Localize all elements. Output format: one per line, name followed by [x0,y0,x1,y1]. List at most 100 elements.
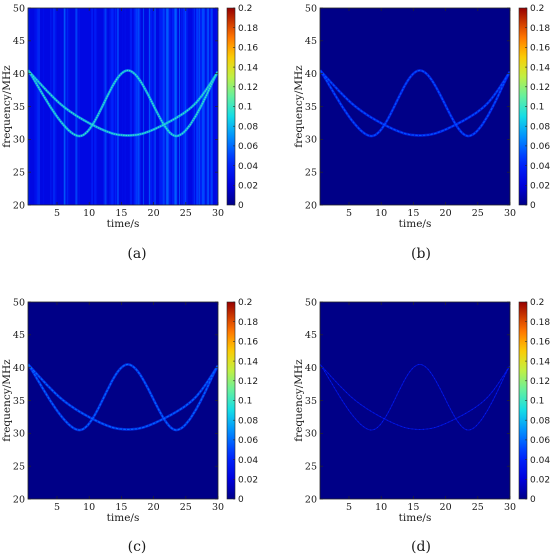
colorbar-tick-label: 0.14 [238,63,258,73]
noise-streak [150,8,153,205]
y-tick-label: 25 [305,461,317,472]
x-tick-label: 15 [115,208,127,219]
noise-streak [180,8,184,205]
noise-streak [34,8,37,205]
x-tick-label: 20 [440,208,452,219]
noise-streak [159,8,162,205]
noise-streak [106,8,108,205]
x-tick-label: 20 [148,502,160,513]
y-tick-label: 30 [13,135,25,146]
noise-streak [161,8,163,205]
colorbar-tick-label: 0.06 [530,142,550,152]
noise-streak [137,8,140,205]
y-tick-label: 45 [305,330,317,341]
y-tick-label: 45 [13,330,25,341]
noise-streak [165,8,167,205]
colorbar-tick-label: 0.08 [238,416,258,426]
chart-panel-c: 20 25 30 35 40 45 50 5 10 15 20 25 30 time/s frequency… [1,297,258,555]
x-tick-label: 30 [212,208,224,219]
noise-streak [115,8,117,205]
noise-streak [133,8,137,205]
colorbar-tick-label: 0.04 [238,456,258,466]
noise-streak [103,8,105,205]
noise-streak [196,8,198,205]
colorbar-tick-label: 0.04 [238,162,258,172]
noise-streak [121,8,123,205]
colorbar-tick-label: 0.06 [238,436,258,446]
colorbar-tick-label: 0 [238,495,244,505]
noise-streak [142,8,145,205]
x-tick-label: 30 [504,502,516,513]
x-tick-label: 5 [54,502,60,513]
colorbar-tick-label: 0.18 [530,24,550,34]
noise-streak [172,8,174,205]
noise-streak [129,8,133,205]
x-axis-label: time/s [399,218,432,230]
noise-streak [65,8,68,205]
noise-streak [112,8,115,205]
ridge-line-1 [320,364,510,430]
colorbar-tick-label: 0.02 [238,476,258,486]
ridge-line-0 [320,69,510,137]
x-tick-label: 10 [375,208,387,219]
y-tick-label: 30 [305,135,317,146]
colorbar-tick-label: 0.02 [238,182,258,192]
noise-streak [122,8,124,205]
noise-streak [180,8,182,205]
x-tick-label: 5 [346,502,352,513]
x-tick-label: 20 [148,208,160,219]
noise-streak [38,8,40,205]
colorbar-tick-label: 0.2 [530,4,544,14]
colorbar-tick-label: 0.08 [530,122,550,132]
noise-streak [210,8,213,205]
colorbar-tick-label: 0.04 [530,162,550,172]
y-tick-label: 20 [13,494,25,505]
y-axis-label: frequency/MHz [293,65,305,148]
y-tick-label: 50 [305,3,317,14]
noise-streak [206,8,210,205]
ridge-line-1 [28,70,218,136]
x-tick-label: 10 [375,502,387,513]
chart-panel-d: 20 25 30 35 40 45 50 5 10 15 20 25 30 time/s frequency… [293,297,550,555]
noise-streak [78,8,80,205]
colorbar-tick-label: 0.14 [530,357,550,367]
noise-streak [95,8,98,205]
colorbar-tick-label: 0.1 [530,397,544,407]
ridge-line-1 [320,70,510,136]
y-axis-label: frequency/MHz [1,65,13,148]
noise-streak [175,8,178,205]
noise-streak [147,8,150,205]
noise-streak [178,8,180,205]
colorbar-tick-label: 0.04 [530,456,550,466]
noise-streak [75,8,78,205]
colorbar-tick-label: 0.16 [530,338,550,348]
x-axis-label: time/s [399,512,432,524]
ridge-lines [320,363,510,431]
y-axis-label: frequency/MHz [1,359,13,442]
y-tick-label: 50 [305,297,317,308]
x-tick-label: 25 [472,502,484,513]
noise-streak [91,8,93,205]
colorbar-tick-label: 0.1 [238,103,252,113]
noise-streak [51,8,53,205]
y-tick-label: 35 [13,396,25,407]
colorbar-tick-label: 0.06 [238,142,258,152]
colorbar-tick-label: 0.18 [238,318,258,328]
x-axis-label: time/s [107,512,140,524]
colorbar-tick-label: 0.12 [238,377,258,387]
noise-streak [54,8,57,205]
ridge-line-0 [28,69,218,137]
y-tick-label: 25 [305,167,317,178]
y-tick-label: 25 [13,167,25,178]
colorbar-tick-label: 0.12 [530,83,550,93]
noise-streak [135,8,138,205]
colorbar-tick-label: 0.12 [530,377,550,387]
colorbar-tick-label: 0.12 [238,83,258,93]
noise-streak [36,8,38,205]
colorbar-tick-label: 0.1 [238,397,252,407]
colorbar-tick-label: 0.16 [530,44,550,54]
x-axis-label: time/s [107,218,140,230]
colorbar-tick-label: 0.14 [530,63,550,73]
noise-streak [166,8,169,205]
noise-streak [173,8,175,205]
